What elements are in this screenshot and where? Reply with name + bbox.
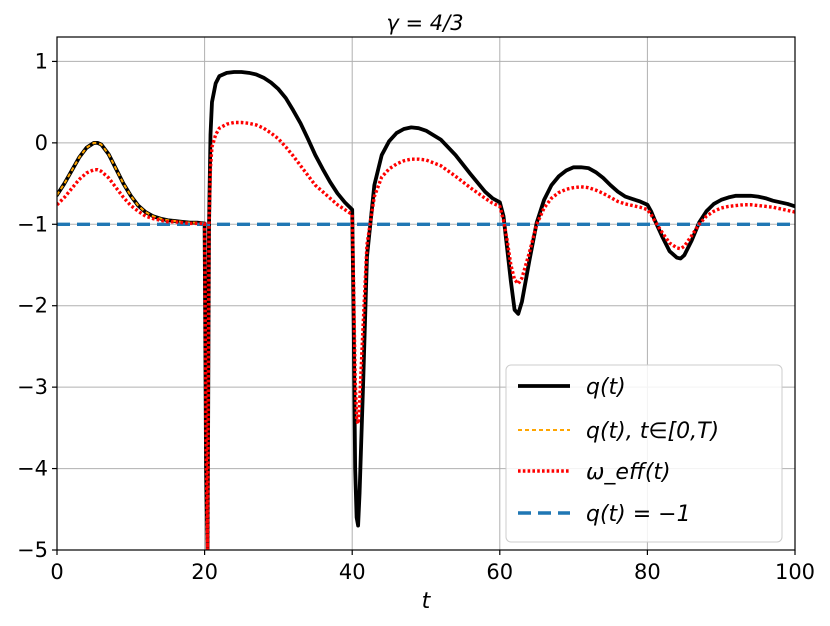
y-tick-label: −1 <box>17 212 48 236</box>
plot-frame <box>56 36 796 551</box>
x-tick-label: 0 <box>50 560 63 584</box>
y-tick-label: 1 <box>35 49 48 73</box>
legend-label: q(t) = −1 <box>586 502 691 527</box>
x-tick-label: 100 <box>775 560 815 584</box>
q-initial-line <box>57 141 205 225</box>
series-layer <box>57 70 795 550</box>
x-axis-label: t <box>422 589 432 614</box>
x-tick-label: 20 <box>191 560 218 584</box>
x-tick-label: 80 <box>634 560 661 584</box>
chart-title: γ = 4/3 <box>386 11 463 35</box>
series-group <box>57 70 795 550</box>
y-tick-label: −5 <box>17 538 48 562</box>
legend-label: ω_eff(t) <box>586 460 671 485</box>
y-tick-label: −4 <box>17 457 48 481</box>
ticks: 0 20 40 60 80 100 −5 −4 −3 −2 −1 0 1 <box>17 49 815 584</box>
y-tick-label: 0 <box>35 131 48 155</box>
y-tick-label: −2 <box>17 294 48 318</box>
legend-label: q(t) <box>586 375 626 400</box>
legend-box <box>505 364 783 543</box>
x-tick-label: 40 <box>339 560 366 584</box>
x-tick-label: 60 <box>486 560 513 584</box>
omega-eff-line <box>57 120 795 550</box>
legend-label: q(t), t∈[0,T) <box>586 419 719 444</box>
y-tick-label: −3 <box>17 375 48 399</box>
legend: q(t) q(t), t∈[0,T) ω_eff(t) q(t) = −1 <box>505 364 783 543</box>
